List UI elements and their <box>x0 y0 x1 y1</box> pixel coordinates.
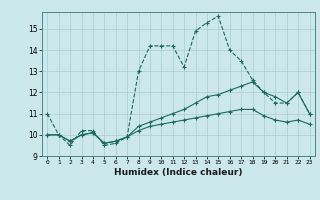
X-axis label: Humidex (Indice chaleur): Humidex (Indice chaleur) <box>114 168 243 177</box>
